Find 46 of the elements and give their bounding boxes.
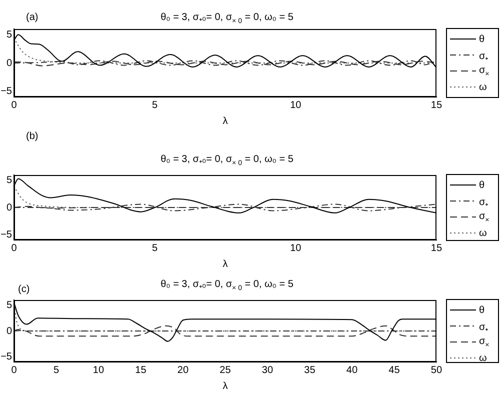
x-tick-label: 25 <box>220 364 232 376</box>
y-tick-label: −5 <box>0 352 12 363</box>
chart-title: θ₀ = 3, σ₊₀= 0, σ$_{× 0}$ = 0, ω₀ = 5 <box>160 11 294 25</box>
x-tick-label: 10 <box>92 364 104 376</box>
x-axis-title: λ <box>222 258 228 270</box>
legend-label: σ₊ <box>479 50 488 62</box>
x-tick-label: 15 <box>135 364 147 376</box>
legend-label: σ₊ <box>479 321 488 333</box>
y-tick-label: 0 <box>6 58 12 69</box>
y-tick-label: 5 <box>6 300 12 311</box>
text: (b) <box>26 131 38 142</box>
x-tick-label: 5 <box>152 100 158 111</box>
y-tick-label: 5 <box>6 29 12 40</box>
x-tick-label: 45 <box>388 364 400 376</box>
x-tick-label: 20 <box>177 364 189 376</box>
legend-label: ω <box>479 352 487 364</box>
y-tick-label: 5 <box>6 175 12 186</box>
legend-label: σ$_{×}$ <box>479 210 490 224</box>
y-tick-label: −5 <box>0 229 12 240</box>
x-tick-label: 10 <box>290 100 302 111</box>
x-tick-label: 15 <box>430 242 442 254</box>
chart-title: θ₀ = 3, σ₊₀= 0, σ$_{× 0}$ = 0, ω₀ = 5 <box>160 153 294 167</box>
chart-title: θ₀ = 3, σ₊₀= 0, σ$_{× 0}$ = 0, ω₀ = 5 <box>160 278 294 292</box>
legend-label: σ₊ <box>479 196 488 208</box>
x-tick-label: 5 <box>53 364 60 376</box>
x-tick-label: 30 <box>262 364 274 376</box>
x-axis-title: λ <box>222 380 228 392</box>
x-tick-label: 50 <box>430 364 442 376</box>
x-tick-label: 10 <box>290 242 302 254</box>
x-tick-label: 15 <box>430 100 442 111</box>
legend-label: θ <box>479 304 485 316</box>
legend-label: ω <box>479 82 487 92</box>
x-tick-label: 5 <box>152 242 158 254</box>
x-axis-title: λ <box>222 116 228 127</box>
legend-label: σ$_{×}$ <box>479 336 490 348</box>
y-tick-label: 0 <box>6 326 12 337</box>
text: (a) <box>26 12 38 23</box>
x-tick-label: 40 <box>346 364 358 376</box>
text: (c) <box>18 284 30 295</box>
y-tick-label: −5 <box>0 86 12 98</box>
legend-label: σ$_{×}$ <box>479 64 490 78</box>
x-tick-label: 35 <box>304 364 316 376</box>
legend-label: ω <box>479 228 487 238</box>
y-tick-label: 0 <box>6 202 12 214</box>
legend-label: θ <box>479 34 485 44</box>
legend-label: θ <box>479 180 485 190</box>
